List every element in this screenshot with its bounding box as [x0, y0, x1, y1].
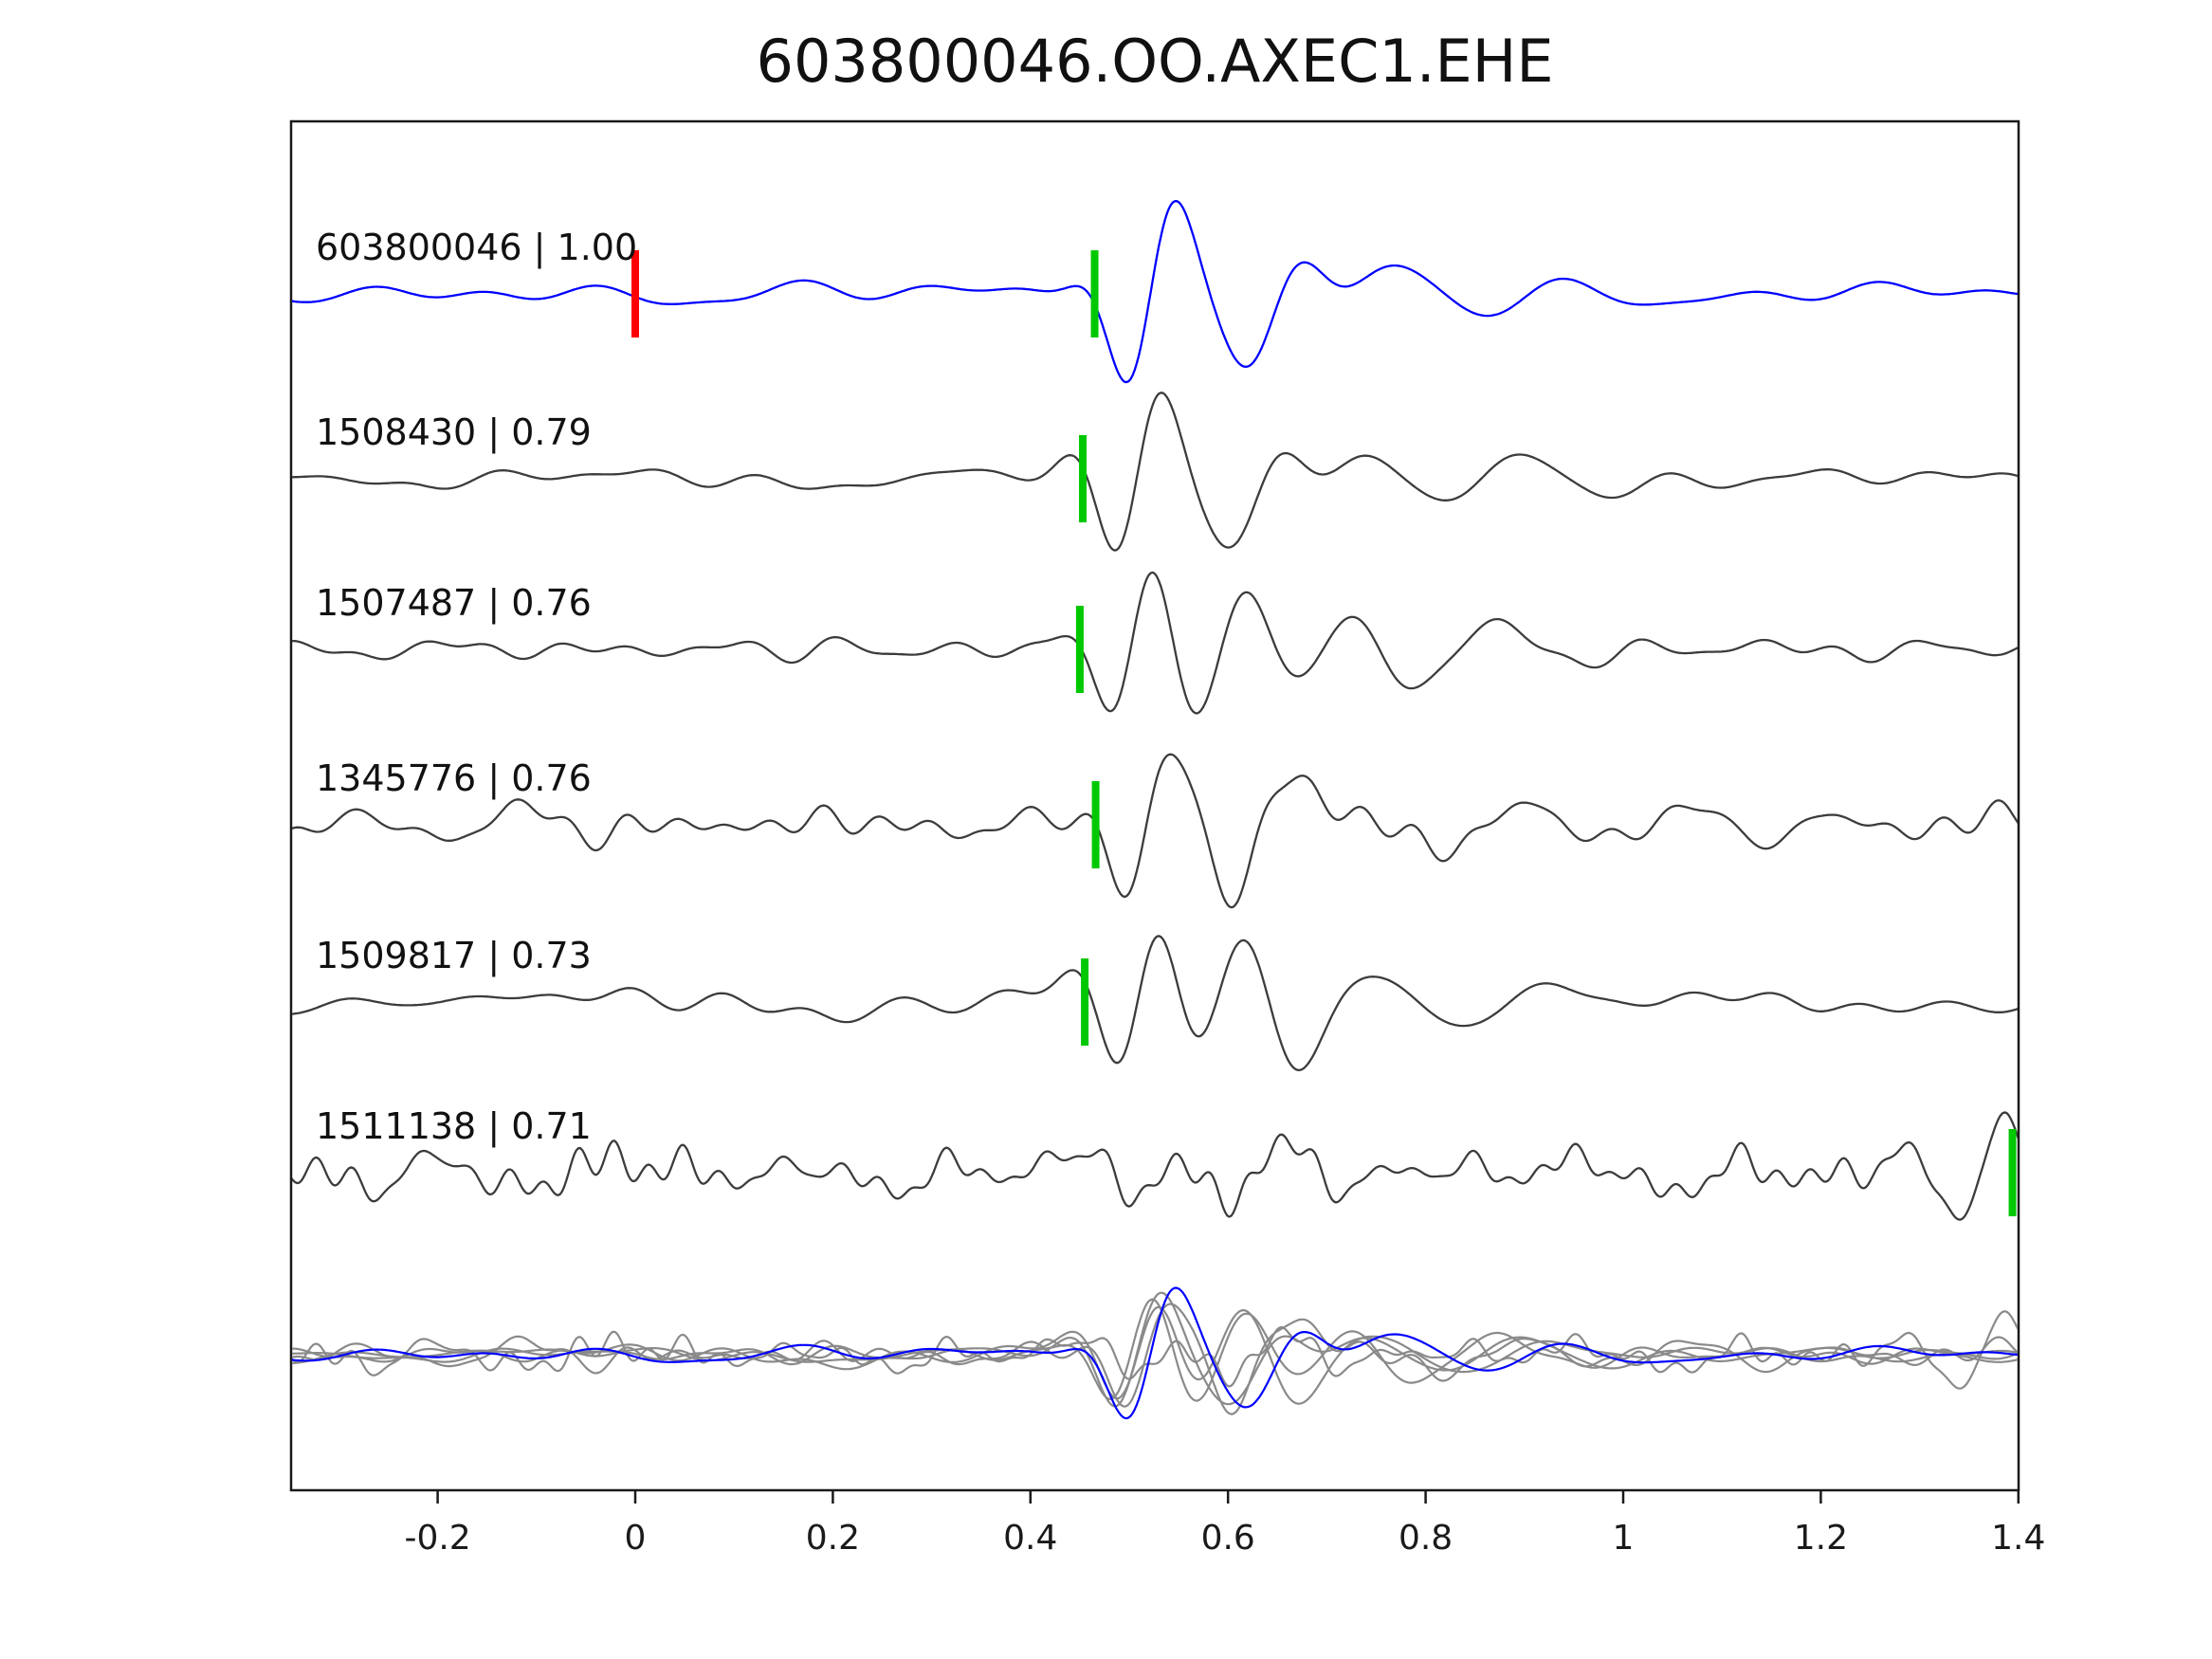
trace-label-1508430: 1508430 | 0.79 [316, 411, 592, 454]
x-axis-tick-label: 1.4 [1991, 1519, 2045, 1558]
x-axis-tick-label: 0.2 [806, 1519, 860, 1558]
waveforms-group [292, 200, 2018, 1420]
chart-title: 603800046.OO.AXEC1.EHE [756, 27, 1554, 96]
trace-waveform-1507487 [292, 571, 2018, 715]
trace-label-1509817: 1509817 | 0.73 [316, 935, 592, 977]
trace-label-1507487: 1507487 | 0.76 [316, 582, 592, 625]
trace-label-1345776: 1345776 | 0.76 [316, 757, 592, 800]
trace-waveform-1345776 [292, 753, 2018, 909]
x-axis-tick-label: 1 [1613, 1519, 1635, 1558]
overlay-waveform-1509817 [292, 1305, 2018, 1405]
trace-waveform-1508430 [292, 392, 2018, 552]
plot-border [289, 119, 2020, 1492]
overlay-waveform-1345776 [292, 1303, 2018, 1415]
x-axis-tick-label: -0.2 [404, 1519, 470, 1558]
trace-waveform-603800046 [292, 200, 2018, 384]
trace-label-1511138: 1511138 | 0.71 [316, 1105, 592, 1148]
overlay-waveform-1511138 [292, 1310, 2018, 1390]
trace-waveform-1509817 [292, 935, 2018, 1072]
x-axis-tick-label: 0 [625, 1519, 647, 1558]
x-axis-tick-label: 0.4 [1003, 1519, 1057, 1558]
x-axis-tick-label: 1.2 [1794, 1519, 1848, 1558]
trace-waveform-1511138 [292, 1111, 2018, 1221]
x-axis-tick-label: 0.6 [1201, 1519, 1255, 1558]
trace-label-603800046: 603800046 | 1.00 [316, 227, 637, 269]
overlay-waveform-master [292, 1286, 2018, 1420]
x-axis-tick-label: 0.8 [1398, 1519, 1453, 1558]
